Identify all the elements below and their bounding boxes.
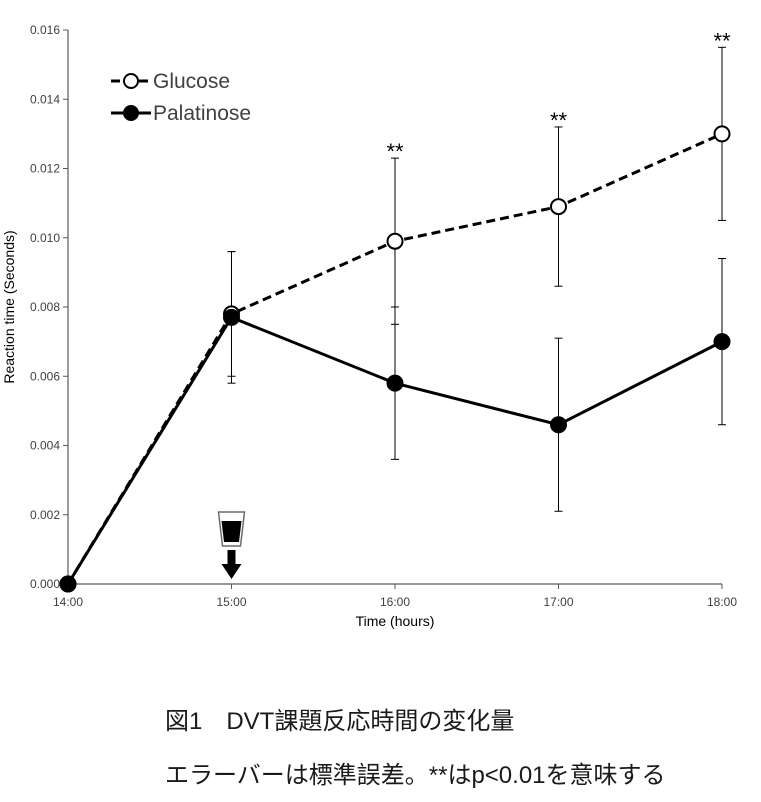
x-axis-title: Time (hours)	[356, 613, 435, 629]
data-point-glucose	[550, 198, 567, 216]
arrow-shaft	[227, 550, 236, 565]
y-axis-title: Reaction time (Seconds)	[1, 230, 17, 383]
data-point-palatinose	[223, 308, 240, 326]
figure-title: 図1 DVT課題反応時間の変化量	[165, 708, 515, 735]
legend: Glucose Palatinose	[111, 70, 251, 125]
data-point-glucose	[713, 125, 731, 143]
x-tick-label: 14:00	[53, 595, 83, 609]
legend-label-palatinose: Palatinose	[153, 102, 251, 125]
x-tick-label: 16:00	[380, 595, 410, 609]
plot-area: 0.000 0.002 0.004 0.006 0.008 0.010 0.012 0.014…	[30, 23, 737, 609]
down-arrow-icon	[221, 550, 242, 579]
legend-marker-glucose	[123, 73, 139, 89]
legend-item-palatinose: Palatinose	[111, 102, 251, 125]
drink-cup-icon	[217, 511, 246, 547]
data-point-glucose	[386, 232, 404, 250]
y-tick-label: 0.014	[30, 92, 60, 106]
y-tick-label: 0.008	[30, 300, 60, 314]
error-bars	[227, 46, 726, 512]
x-tick-label: 17:00	[543, 595, 573, 609]
legend-label-glucose: Glucose	[153, 70, 230, 93]
y-tick-label: 0.012	[30, 162, 60, 176]
data-points	[59, 125, 731, 593]
significance-mark: **	[386, 139, 404, 164]
y-tick-label: 0.016	[30, 23, 60, 37]
reaction-time-chart: 0.000 0.002 0.004 0.006 0.008 0.010 0.012 0.014…	[1, 23, 737, 629]
axes: 0.000 0.002 0.004 0.006 0.008 0.010 0.012 0.014…	[30, 23, 737, 609]
cup-liquid	[221, 521, 242, 542]
significance-marks: ** ** **	[386, 28, 731, 164]
data-point-palatinose	[386, 374, 404, 392]
arrow-head	[221, 564, 242, 579]
x-tick-label: 15:00	[216, 595, 246, 609]
x-tick-label: 18:00	[707, 595, 737, 609]
y-tick-label: 0.006	[30, 369, 60, 383]
y-tick-label: 0.002	[30, 508, 60, 522]
data-point-palatinose	[59, 575, 77, 593]
figure-note: エラーバーは標準誤差。**はp<0.01を意味する	[165, 762, 666, 789]
significance-mark: **	[713, 28, 731, 53]
legend-item-glucose: Glucose	[111, 70, 230, 93]
y-tick-label: 0.004	[30, 439, 60, 453]
significance-mark: **	[550, 108, 568, 133]
data-point-palatinose	[550, 416, 567, 434]
y-tick-label: 0.010	[30, 231, 60, 245]
y-tick-label: 0.000	[30, 577, 60, 591]
legend-marker-palatinose	[123, 105, 139, 121]
data-point-palatinose	[713, 333, 731, 351]
